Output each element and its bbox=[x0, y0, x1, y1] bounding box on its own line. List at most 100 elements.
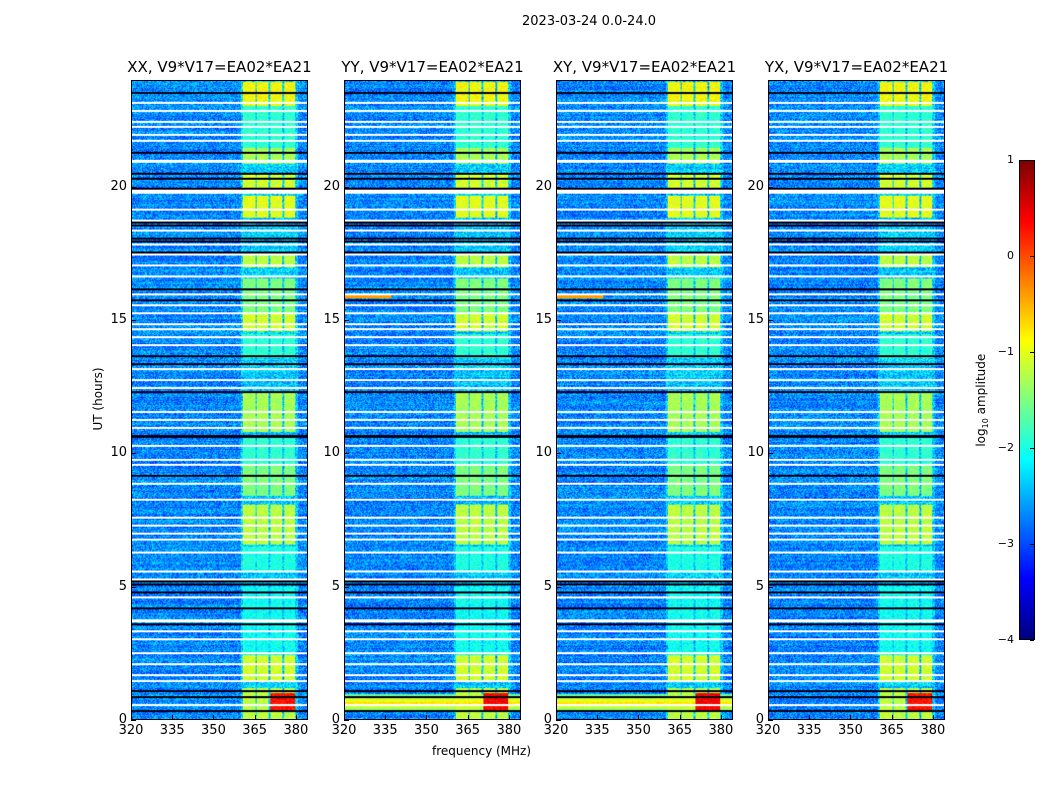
x-tick-label: 365 bbox=[879, 723, 905, 738]
y-tick-mark bbox=[556, 453, 561, 455]
y-tick-mark bbox=[131, 720, 136, 721]
x-tick-mark bbox=[850, 715, 852, 720]
colorbar-tick-mark bbox=[1030, 640, 1034, 641]
y-tick-label: 0 bbox=[543, 712, 552, 727]
colorbar-tick-mark bbox=[1030, 448, 1034, 449]
y-tick-label: 15 bbox=[110, 312, 127, 327]
x-tick-mark bbox=[426, 715, 428, 720]
x-tick-label: 320 bbox=[331, 723, 357, 738]
x-tick-label: 365 bbox=[242, 723, 268, 738]
x-tick-mark bbox=[720, 715, 722, 720]
y-tick-label: 15 bbox=[747, 312, 764, 327]
x-tick-label: 350 bbox=[626, 723, 651, 738]
colorbar-label: log10 amplitude bbox=[974, 340, 990, 460]
x-tick-mark bbox=[213, 715, 215, 720]
x-tick-label: 365 bbox=[667, 723, 693, 738]
y-tick-mark bbox=[131, 186, 136, 188]
x-tick-mark bbox=[809, 715, 811, 720]
colorbar-tick-label: −2 bbox=[997, 441, 1014, 454]
heatmap-canvas bbox=[557, 81, 732, 719]
y-tick-label: 5 bbox=[755, 578, 764, 594]
x-tick-label: 335 bbox=[372, 723, 398, 738]
y-tick-mark bbox=[344, 453, 349, 455]
x-tick-mark bbox=[638, 715, 640, 720]
x-tick-label: 380 bbox=[496, 723, 522, 738]
heatmap-canvas bbox=[345, 81, 520, 719]
y-tick-mark bbox=[344, 586, 349, 588]
x-tick-label: 380 bbox=[920, 723, 946, 738]
x-tick-mark bbox=[679, 715, 681, 720]
y-tick-mark bbox=[131, 453, 136, 455]
x-tick-label: 380 bbox=[283, 723, 309, 738]
colorbar-tick-mark bbox=[1030, 160, 1034, 161]
y-tick-label: 10 bbox=[535, 445, 552, 461]
x-tick-label: 380 bbox=[708, 723, 734, 738]
heatmap-panel bbox=[556, 80, 733, 720]
y-tick-label: 20 bbox=[110, 178, 127, 194]
x-tick-mark bbox=[768, 715, 769, 720]
x-tick-label: 365 bbox=[455, 723, 481, 738]
x-axis-label: frequency (MHz) bbox=[432, 744, 532, 758]
y-tick-label: 0 bbox=[755, 712, 764, 727]
y-tick-mark bbox=[556, 720, 561, 721]
colorbar-tick-label: −3 bbox=[997, 537, 1014, 550]
x-tick-mark bbox=[172, 715, 174, 720]
y-tick-label: 20 bbox=[323, 178, 340, 194]
x-tick-mark bbox=[295, 715, 297, 720]
y-tick-mark bbox=[131, 320, 136, 321]
x-tick-mark bbox=[597, 715, 599, 720]
x-tick-label: 335 bbox=[159, 723, 185, 738]
colorbar-tick-mark bbox=[1030, 352, 1034, 353]
y-tick-label: 10 bbox=[110, 445, 127, 461]
y-tick-label: 5 bbox=[543, 578, 552, 594]
colorbar-label-main: log bbox=[973, 428, 988, 447]
x-tick-mark bbox=[131, 715, 132, 720]
y-tick-mark bbox=[556, 586, 561, 588]
panel-title: XY, V9*V17=EA02*EA21 bbox=[552, 58, 737, 76]
x-tick-label: 335 bbox=[796, 723, 822, 738]
heatmap-canvas bbox=[132, 81, 307, 719]
panel-title: YX, V9*V17=EA02*EA21 bbox=[764, 58, 949, 76]
y-tick-label: 5 bbox=[118, 578, 127, 594]
x-tick-mark bbox=[467, 715, 469, 720]
y-tick-label: 20 bbox=[535, 178, 552, 194]
y-tick-mark bbox=[556, 186, 561, 188]
heatmap-panel bbox=[131, 80, 308, 720]
colorbar-tick-mark bbox=[1030, 256, 1034, 257]
y-tick-mark bbox=[768, 720, 773, 721]
panel-title: XX, V9*V17=EA02*EA21 bbox=[127, 58, 312, 76]
y-tick-label: 10 bbox=[323, 445, 340, 461]
y-tick-mark bbox=[768, 320, 773, 321]
y-tick-label: 5 bbox=[331, 578, 340, 594]
colorbar bbox=[1019, 160, 1035, 640]
panel-title: YY, V9*V17=EA02*EA21 bbox=[341, 58, 524, 76]
x-tick-label: 320 bbox=[118, 723, 144, 738]
y-tick-label: 15 bbox=[323, 312, 340, 327]
x-tick-label: 350 bbox=[201, 723, 226, 738]
colorbar-tick-label: −1 bbox=[997, 345, 1014, 358]
x-tick-mark bbox=[556, 715, 557, 720]
x-tick-mark bbox=[254, 715, 256, 720]
x-tick-label: 320 bbox=[543, 723, 569, 738]
y-tick-label: 10 bbox=[747, 445, 764, 461]
colorbar-label-rest: amplitude bbox=[973, 353, 988, 419]
y-tick-label: 0 bbox=[331, 712, 340, 727]
x-tick-mark bbox=[385, 715, 387, 720]
colorbar-label-sub: 10 bbox=[981, 418, 991, 429]
y-tick-label: 20 bbox=[747, 178, 764, 194]
y-tick-label: 15 bbox=[535, 312, 552, 327]
y-axis-label: UT (hours) bbox=[91, 367, 105, 431]
colorbar-tick-label: −4 bbox=[997, 633, 1014, 646]
heatmap-panel bbox=[768, 80, 945, 720]
x-tick-label: 335 bbox=[584, 723, 610, 738]
heatmap-panel bbox=[344, 80, 521, 720]
colorbar-tick-mark bbox=[1030, 544, 1034, 545]
x-tick-label: 350 bbox=[414, 723, 439, 738]
y-tick-mark bbox=[344, 720, 349, 721]
y-tick-mark bbox=[131, 586, 136, 588]
y-tick-mark bbox=[768, 586, 773, 588]
y-tick-mark bbox=[344, 186, 349, 188]
y-tick-mark bbox=[768, 453, 773, 455]
x-tick-mark bbox=[891, 715, 893, 720]
figure-title: 2023-03-24 0.0-24.0 bbox=[522, 14, 656, 29]
